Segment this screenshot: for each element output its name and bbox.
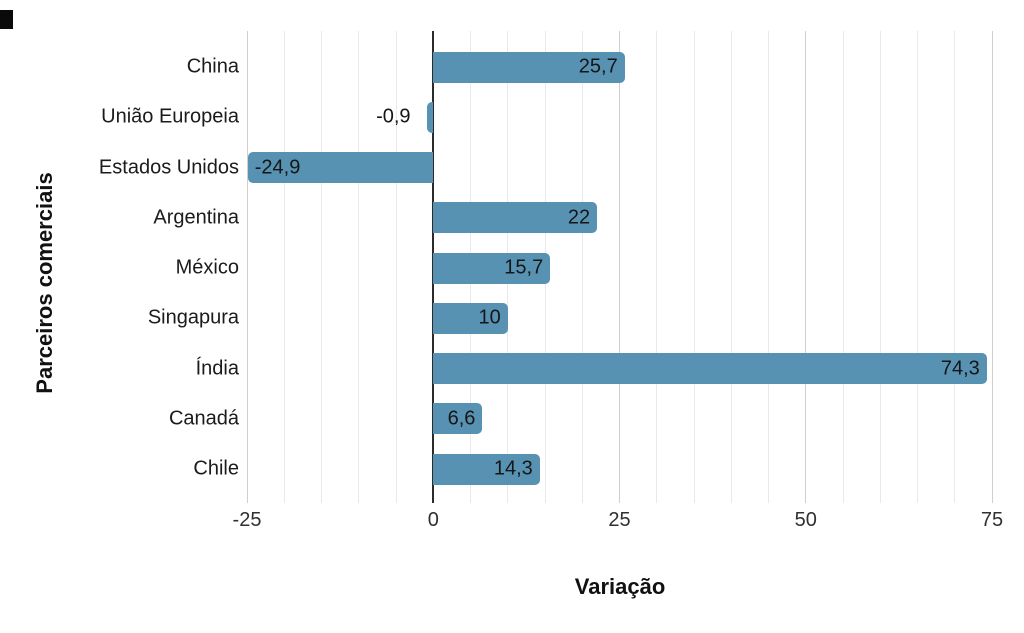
minor-gridline bbox=[842, 31, 844, 503]
bar-value-label: 22 bbox=[567, 206, 591, 229]
bar-value-label: 25,7 bbox=[578, 55, 618, 78]
bar bbox=[433, 453, 540, 485]
x-axis-ticks: -25 0 25 50 75 bbox=[233, 509, 1004, 535]
bar-value-label: -0,9 bbox=[376, 105, 411, 128]
minor-gridline bbox=[879, 31, 881, 503]
x-tick-label: 50 bbox=[794, 509, 817, 531]
bar-value-label: 6,6 bbox=[447, 407, 476, 430]
bar bbox=[433, 302, 508, 334]
bar bbox=[433, 353, 987, 384]
minor-gridline bbox=[321, 31, 322, 503]
x-tick-label: 25 bbox=[608, 509, 631, 531]
minor-gridline bbox=[581, 31, 583, 503]
category-label: China bbox=[186, 55, 239, 78]
category-label: México bbox=[175, 256, 239, 279]
major-gridline bbox=[805, 31, 807, 503]
category-label: Argentina bbox=[153, 206, 239, 229]
category-axis: China União Europeia Estados Unidos Argenti… bbox=[0, 0, 239, 520]
bar-value-label: 15,7 bbox=[504, 256, 544, 279]
minor-gridline bbox=[283, 31, 285, 503]
category-label: Singapura bbox=[147, 306, 239, 329]
x-tick-label: 0 bbox=[427, 509, 439, 531]
x-tick-label: 75 bbox=[980, 509, 1004, 531]
major-gridline bbox=[619, 31, 620, 503]
corner-mark bbox=[0, 10, 13, 29]
minor-gridline bbox=[395, 31, 397, 503]
bar-value-label: -24,9 bbox=[254, 156, 301, 178]
x-tick-label: -25 bbox=[232, 509, 262, 531]
major-gridline bbox=[246, 31, 248, 503]
bar-value-label: 10 bbox=[478, 306, 501, 329]
minor-gridline bbox=[954, 31, 956, 503]
bar bbox=[247, 152, 434, 183]
bar bbox=[433, 51, 625, 83]
category-label: Chile bbox=[193, 457, 239, 480]
minor-gridline bbox=[693, 31, 695, 503]
minor-gridline bbox=[730, 31, 732, 503]
bar bbox=[433, 252, 551, 284]
major-gridline bbox=[991, 31, 993, 503]
minor-gridline bbox=[917, 31, 918, 503]
bar bbox=[433, 403, 483, 435]
plot-area: 25,7 -0,9 -24,9 22 15,7 10 74,3 6,6 14,3 bbox=[246, 31, 993, 503]
minor-gridline bbox=[358, 31, 360, 503]
x-axis-title: Variação bbox=[574, 574, 666, 599]
bar bbox=[433, 202, 598, 234]
category-label: União Europeia bbox=[101, 105, 239, 128]
bar bbox=[426, 101, 434, 133]
bar-value-label: 14,3 bbox=[493, 457, 533, 480]
category-label: Estados Unidos bbox=[98, 156, 239, 178]
category-label: Canadá bbox=[168, 407, 239, 430]
minor-gridline bbox=[656, 31, 658, 503]
category-label: Índia bbox=[195, 357, 239, 379]
bar-value-label: 74,3 bbox=[940, 357, 980, 379]
minor-gridline bbox=[768, 31, 769, 503]
